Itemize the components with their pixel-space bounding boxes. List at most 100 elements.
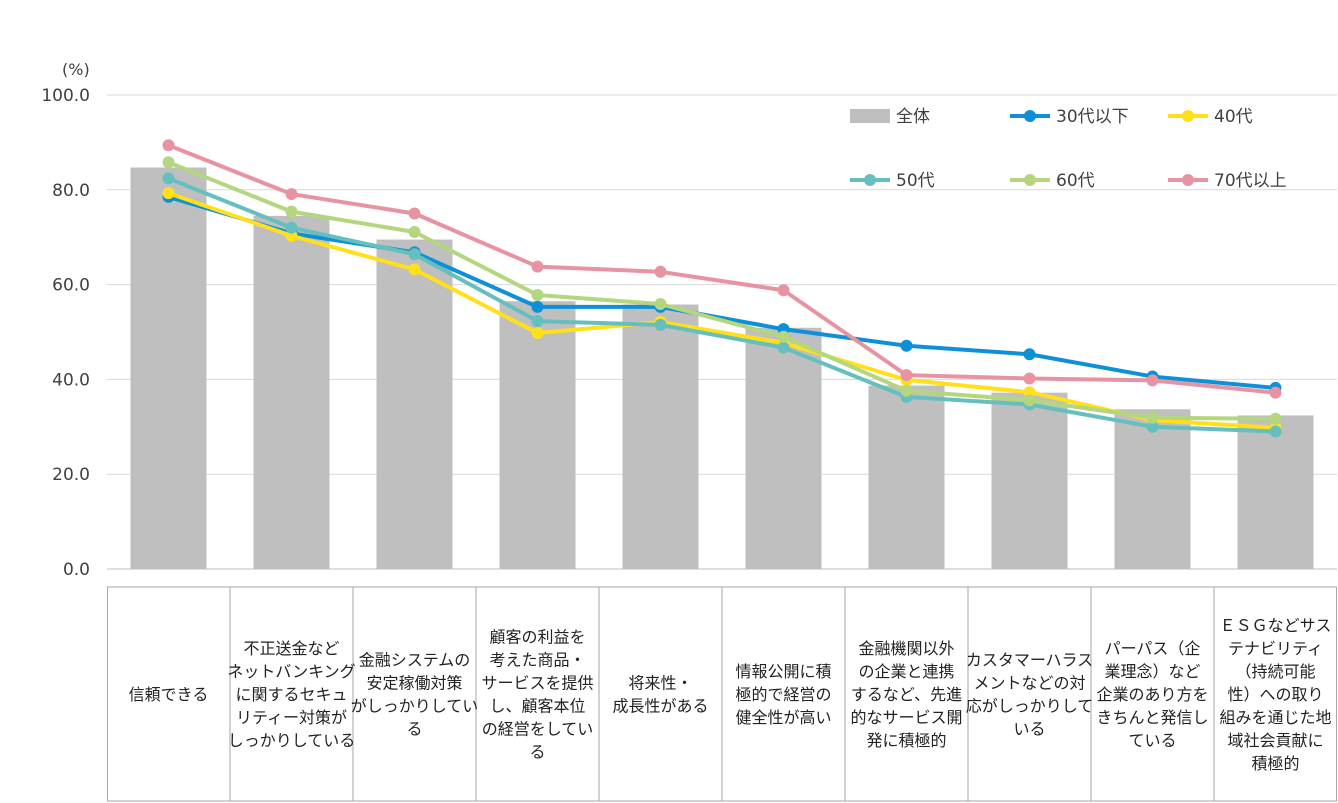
category-label: 業理念）など [1104, 662, 1200, 681]
bar [991, 392, 1068, 569]
category-label: に関するセキュ [235, 685, 347, 704]
legend-label: 70代以上 [1214, 171, 1287, 191]
category-label: ネットバンキング [227, 662, 355, 681]
data-point [900, 339, 913, 352]
category-label: 信頼できる [129, 685, 209, 704]
y-axis: (%) 0.0 20.0 40.0 60.0 80.0 100.0 [41, 60, 90, 580]
category-label: 性）への取り [1227, 685, 1323, 704]
category-label: し、顧客本位 [489, 697, 585, 716]
category-label: 的なサービス開 [850, 708, 962, 727]
category-label: きちんと発信し [1096, 708, 1208, 727]
data-point [285, 188, 298, 201]
series-path [167, 191, 1276, 430]
series-path [167, 160, 1276, 421]
bar [868, 385, 945, 569]
legend-item: 50代 [850, 171, 935, 191]
y-tick-label: 20.0 [52, 465, 90, 485]
category-label: 成長性がある [612, 697, 708, 716]
data-point [900, 384, 913, 397]
data-point [531, 326, 544, 339]
legend-swatch [850, 109, 890, 123]
category-label: 情報公開に積 [735, 662, 831, 681]
data-point [777, 330, 790, 343]
category-label: の経営をしてい [482, 720, 594, 739]
series-line [162, 156, 1282, 425]
category-label: 金融システムの [359, 651, 471, 670]
series-path [167, 176, 1276, 434]
data-point [1269, 412, 1282, 425]
data-point [1023, 372, 1036, 385]
category-label: カスタマーハラス [966, 651, 1093, 670]
category-label: パーパス（企 [1105, 639, 1201, 658]
category-label: 極的で経営の [735, 685, 831, 704]
category-label: 金融機関以外 [858, 639, 954, 658]
category-label: テナビリティ [1228, 639, 1323, 658]
bar [745, 327, 822, 569]
category-label: 顧客の利益を [489, 628, 585, 647]
legend-label: 60代 [1056, 171, 1095, 191]
data-point [1146, 411, 1159, 424]
data-point [531, 260, 544, 273]
legend-label: 全体 [896, 107, 930, 127]
data-point [408, 248, 421, 261]
data-point [654, 318, 667, 331]
category-label: の企業と連携 [858, 662, 954, 681]
lines [162, 139, 1282, 438]
bar [1114, 409, 1191, 569]
data-point [408, 225, 421, 238]
legend-marker [1182, 174, 1194, 186]
data-point [408, 207, 421, 220]
category-label: 応がしっかりして [966, 697, 1094, 716]
bars [130, 167, 1314, 569]
category-label: 健全性が高い [735, 708, 831, 727]
legend: 全体 30代以下 40代 50代 60代 70代以上 [850, 107, 1287, 191]
category-label: ＥＳＧなどサス [1220, 616, 1332, 635]
data-point [900, 369, 913, 382]
y-tick-label: 100.0 [41, 86, 90, 106]
category-label: 不正送金など [243, 639, 339, 658]
y-tick-label: 80.0 [52, 181, 90, 201]
category-label: サービスを提供 [481, 674, 593, 693]
legend-item: 70代以上 [1168, 171, 1287, 191]
category-label: 発に積極的 [866, 731, 946, 750]
data-point [1023, 394, 1036, 407]
bar [499, 301, 576, 569]
data-point [531, 300, 544, 313]
data-point [1269, 425, 1282, 438]
category-label: 組みを通じた地 [1219, 708, 1331, 727]
category-label: 安定稼働対策 [366, 674, 462, 693]
category-label: 積極的 [1251, 754, 1299, 773]
legend-marker [1024, 110, 1036, 122]
data-point [162, 187, 175, 200]
category-label: するなど、先進 [851, 685, 962, 704]
legend-item: 全体 [850, 107, 930, 127]
legend-item: 30代以下 [1010, 107, 1129, 127]
bar [622, 304, 699, 569]
data-point [654, 298, 667, 311]
legend-marker [1182, 110, 1194, 122]
data-point [1269, 386, 1282, 399]
y-tick-label: 60.0 [52, 276, 90, 296]
category-label: メントなどの対 [973, 674, 1085, 693]
category-label: 企業のあり方を [1096, 685, 1208, 704]
data-point [162, 139, 175, 152]
y-unit-label: (%) [62, 60, 90, 79]
category-label: 考えた商品・ [489, 651, 585, 670]
legend-label: 40代 [1214, 107, 1253, 127]
data-point [1146, 420, 1159, 433]
data-point [531, 289, 544, 302]
data-point [1023, 348, 1036, 361]
category-label: がしっかりしてい [351, 697, 479, 716]
y-tick-label: 0.0 [63, 560, 90, 580]
category-label: （持続可能 [1235, 662, 1315, 681]
category-label: ている [1128, 731, 1176, 750]
category-label: 域社会貢献に [1227, 731, 1323, 750]
legend-marker [1024, 174, 1036, 186]
category-label: る [529, 743, 545, 762]
series-line [162, 139, 1282, 399]
legend-marker [864, 174, 876, 186]
bar [376, 239, 453, 569]
data-point [777, 341, 790, 354]
data-point [1146, 374, 1159, 387]
bar [130, 167, 207, 569]
